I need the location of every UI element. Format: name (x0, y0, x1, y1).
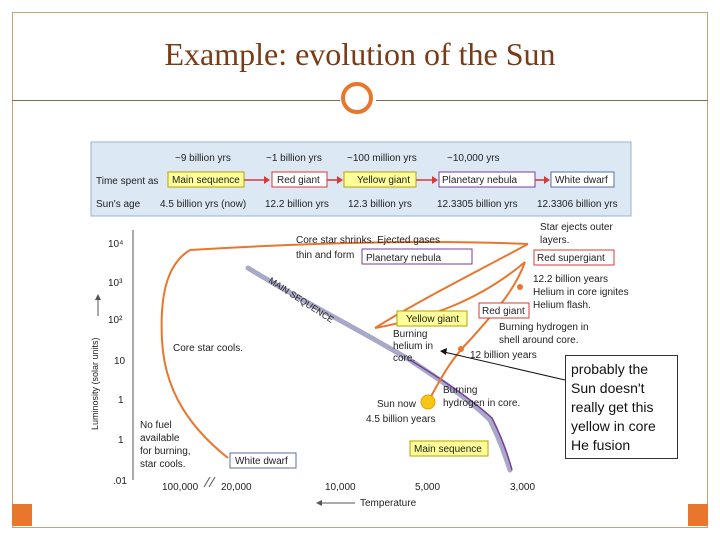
age-main-sequence: 4.5 billion yrs (now) (160, 199, 246, 210)
label-burning-helium-1: Burning (393, 329, 427, 340)
red-supergiant-box (533, 249, 615, 266)
label-core-shrinks-2: thin and form (296, 250, 354, 261)
label-shell-2: shell around core. (499, 335, 579, 346)
main-sequence-track (409, 359, 513, 471)
y-tick-10: 10 (114, 356, 126, 367)
label-twelve-billion: 12 billion years (470, 350, 537, 361)
stage-red-giant: Red giant (277, 175, 320, 186)
label-no-fuel-1: No fuel (140, 420, 172, 431)
label-he-3: Helium flash. (533, 300, 591, 311)
x-tick-3000: 3,000 (510, 482, 535, 493)
title-rule-right (376, 100, 708, 101)
duration-planetary-nebula: ~10,000 yrs (447, 153, 500, 164)
main-sequence-band (245, 265, 513, 473)
planetary-nebula-box (361, 248, 473, 265)
y-tick-001: .01 (113, 476, 127, 487)
label-burning-core-2: hydrogen in core. (443, 398, 520, 409)
label-burning-helium-2: helium in (393, 341, 433, 352)
y-tick-10e4: 10⁴ (108, 239, 123, 250)
y-axis-label: Luminosity (solar units) (90, 337, 100, 430)
age-white-dwarf: 12.3306 billion yrs (537, 199, 618, 210)
duration-main-sequence: ~9 billion yrs (175, 153, 231, 164)
label-sun-now-1: Sun now (377, 399, 417, 410)
age-planetary-nebula: 12.3305 billion yrs (437, 199, 518, 210)
sun-now-marker (420, 394, 436, 410)
x-tick-5000: 5,000 (415, 482, 440, 493)
duration-yellow-giant: ~100 million yrs (347, 153, 417, 164)
helium-flash-point (517, 284, 523, 290)
main-sequence-label: MAIN SEQUENCE (267, 275, 336, 325)
x-axis-label: Temperature (360, 498, 417, 509)
stage-white-dwarf: White dwarf (555, 175, 608, 186)
y-tick-10e3: 10³ (108, 278, 123, 289)
age-yellow-giant: 12.3 billion yrs (348, 199, 412, 210)
white-dwarf-box (229, 452, 297, 469)
note-pointer-arrowhead (440, 348, 447, 355)
twelve-billion-point (458, 346, 464, 352)
corner-block-left (12, 504, 32, 526)
slide-frame (12, 12, 708, 528)
label-burning-core-1: Burning (443, 385, 477, 396)
stage-main-sequence: Main sequence (172, 175, 240, 186)
y-tick-1b: 1 (118, 435, 124, 446)
label-burning-helium-3: core. (393, 353, 415, 364)
label-he-2: Helium in core ignites (533, 287, 629, 298)
slide-title: Example: evolution of the Sun (164, 36, 556, 72)
red-giant-box (478, 302, 530, 319)
x-tick-20000: 20,000 (221, 482, 252, 493)
x-axis-arrowhead (316, 500, 322, 506)
label-ejects-2: layers. (540, 235, 569, 246)
label-red-supergiant: Red supergiant (537, 253, 605, 264)
y-tick-10e2: 10² (108, 315, 123, 326)
yellow-giant-box (396, 310, 468, 327)
row-label-time: Time spent as (96, 176, 158, 187)
label-yellow-giant: Yellow giant (406, 314, 459, 325)
title-ring-ornament (341, 82, 373, 114)
age-red-giant: 12.2 billion yrs (265, 199, 329, 210)
y-tick-1a: 1 (118, 395, 124, 406)
y-axis-arrowhead (95, 294, 101, 300)
row-label-age: Sun's age (96, 199, 141, 210)
label-planetary-nebula: Planetary nebula (366, 253, 441, 264)
label-core-shrinks-1: Core star shrinks. Ejected gases (296, 235, 440, 246)
duration-red-giant: ~1 billion yrs (266, 153, 322, 164)
main-sequence-box (409, 440, 489, 457)
label-red-giant: Red giant (482, 306, 525, 317)
x-axis-break (203, 476, 216, 488)
label-core-cools: Core star cools. (173, 343, 243, 354)
x-tick-100000: 100,000 (162, 482, 199, 493)
label-sun-now-2: 4.5 billion years (366, 414, 435, 425)
label-white-dwarf: White dwarf (235, 456, 288, 467)
annotation-note: probably the Sun doesn't really get this… (565, 355, 678, 459)
stage-arrows (244, 176, 550, 184)
title-rule-left (12, 100, 340, 101)
label-ejects-1: Star ejects outer (540, 222, 613, 233)
stage-planetary-nebula: Planetary nebula (442, 175, 517, 186)
corner-block-right (688, 504, 708, 526)
stage-yellow-giant: Yellow giant (357, 175, 410, 186)
x-tick-10000: 10,000 (325, 482, 356, 493)
label-main-sequence-box: Main sequence (414, 444, 482, 455)
label-he-1: 12.2 billion years (533, 274, 608, 285)
label-shell-1: Burning hydrogen in (499, 322, 589, 333)
evolution-track (160, 241, 529, 459)
label-no-fuel-2: available (140, 433, 180, 444)
label-no-fuel-3: for burning, (140, 446, 191, 457)
label-no-fuel-4: star cools. (140, 459, 186, 470)
note-pointer-line (443, 351, 566, 381)
stage-box-white-dwarf (550, 171, 615, 188)
